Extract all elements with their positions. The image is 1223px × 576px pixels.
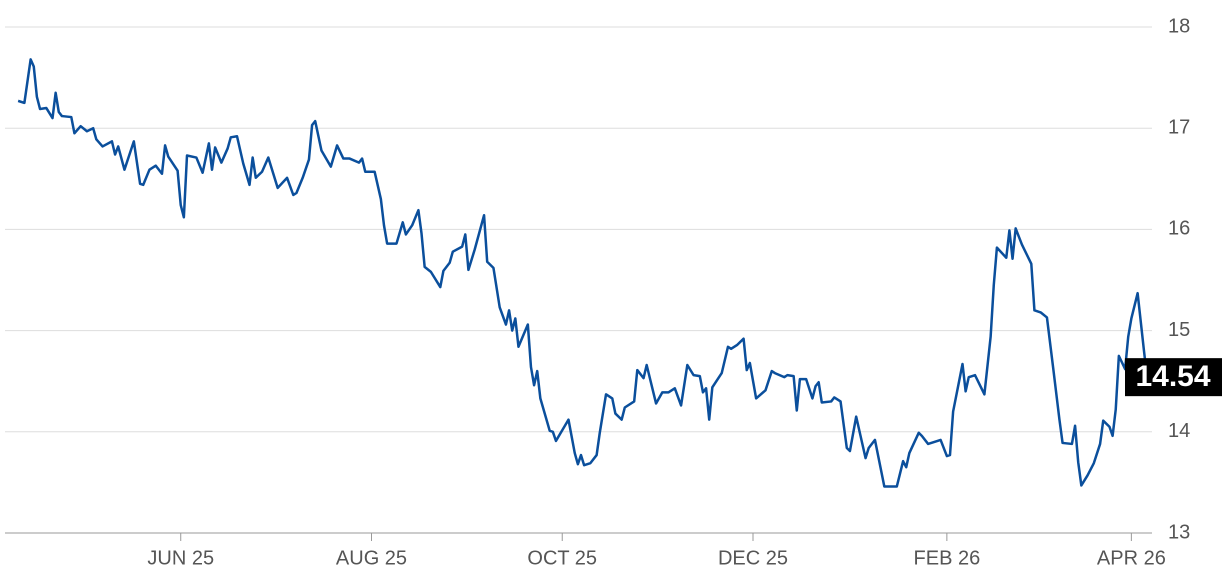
y-tick-label: 15 [1168, 319, 1190, 341]
price-line [17, 58, 1149, 488]
x-tick-label: JUN 25 [147, 547, 214, 569]
x-tick-label: APR 26 [1097, 547, 1166, 569]
y-tick-label: 14 [1168, 420, 1190, 442]
last-value-label: 14.54 [1135, 360, 1210, 393]
y-tick-label: 17 [1168, 116, 1190, 138]
y-tick-label: 16 [1168, 218, 1190, 240]
last-value-box [1125, 358, 1222, 397]
x-tick-label: AUG 25 [336, 547, 407, 569]
y-tick-label: 18 [1168, 15, 1190, 37]
x-tick-label: OCT 25 [527, 547, 597, 569]
x-tick-label: DEC 25 [718, 547, 788, 569]
y-tick-label: 13 [1168, 521, 1190, 543]
x-tick-label: FEB 26 [914, 547, 981, 569]
